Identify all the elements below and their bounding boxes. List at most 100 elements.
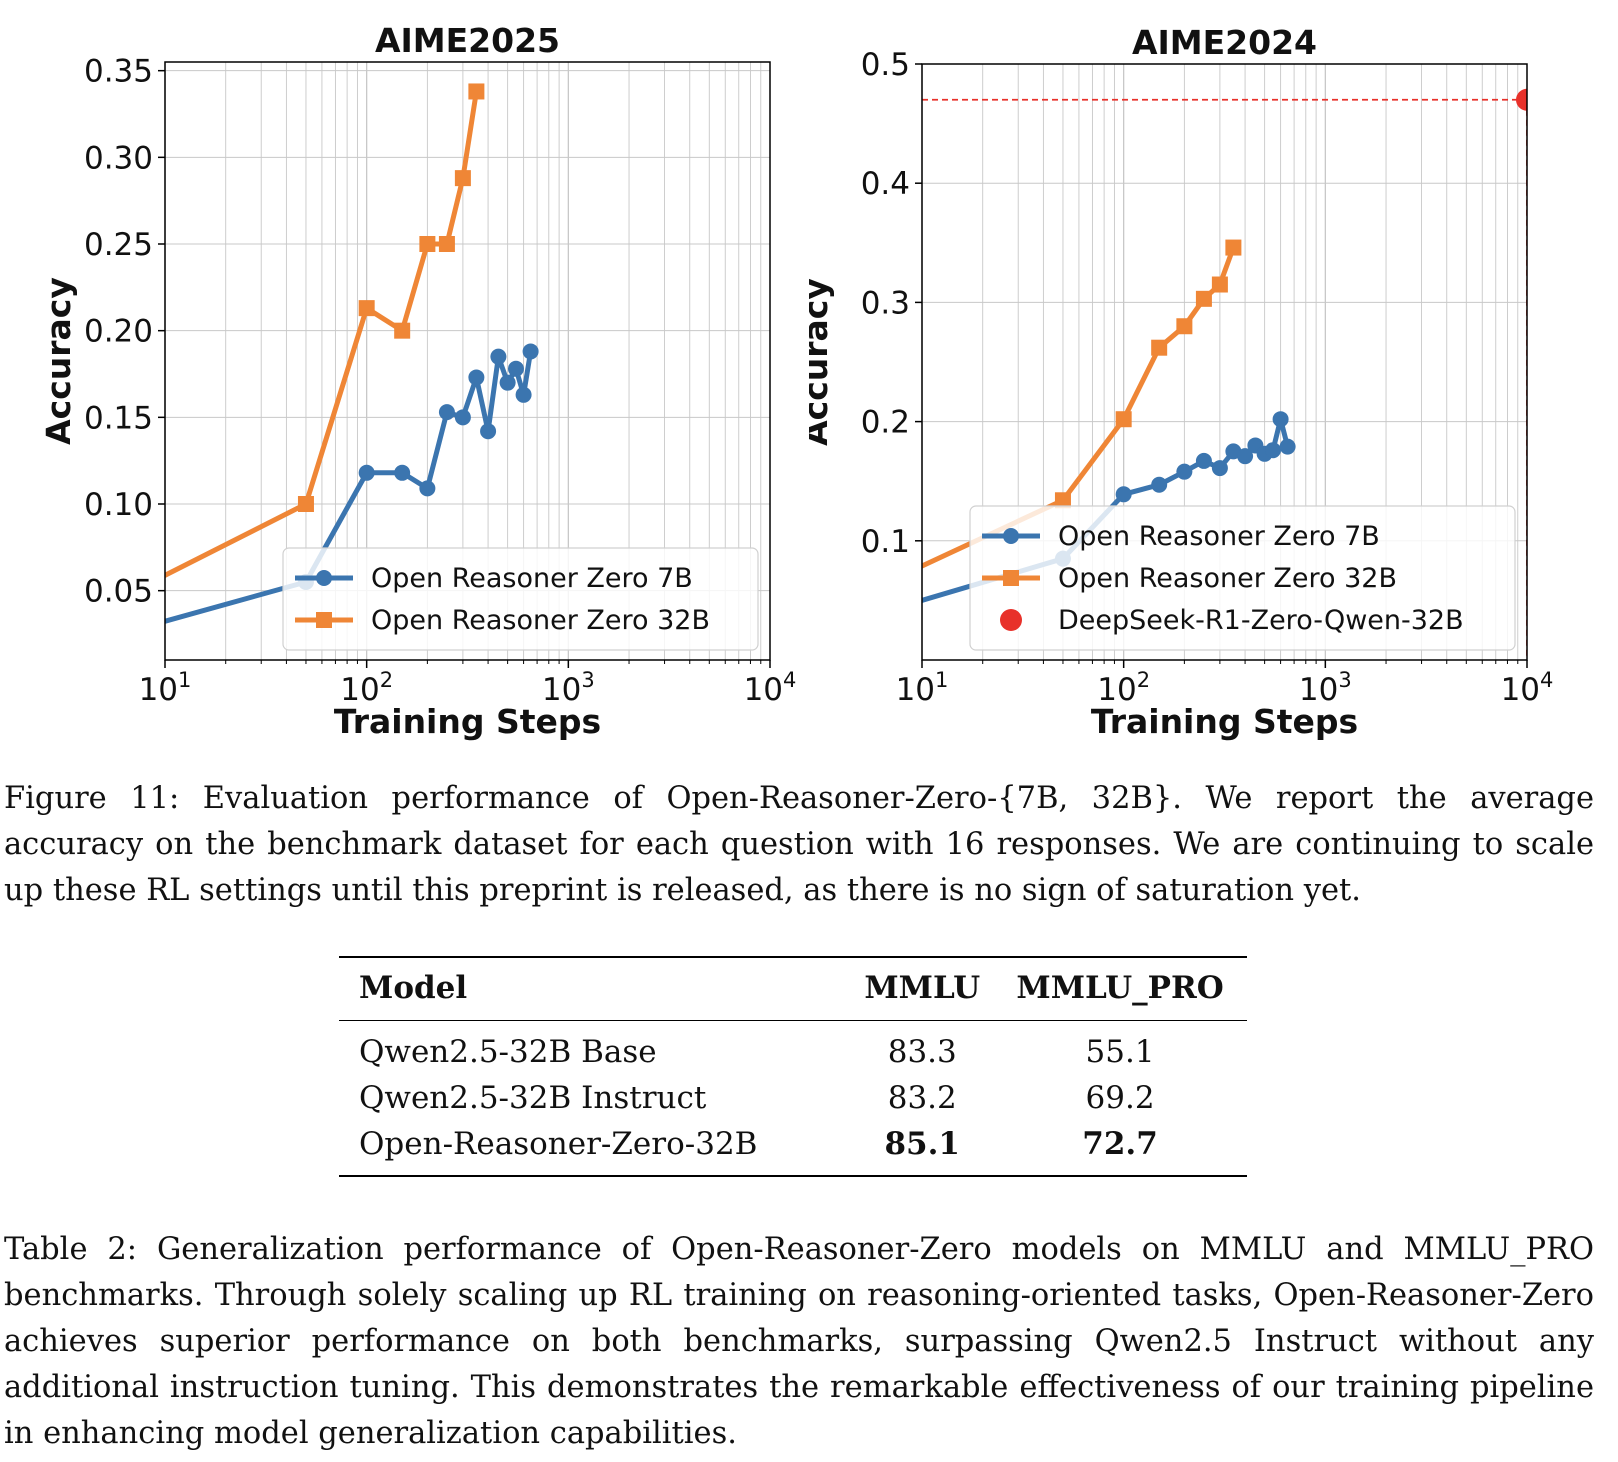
y-tick-label: 0.15: [84, 400, 153, 436]
legend-swatch-marker: [1003, 570, 1019, 586]
data-point: [1176, 318, 1193, 335]
plot-frame: [164, 61, 771, 661]
y-tick-label: 0.2: [861, 405, 910, 441]
data-point: [1279, 438, 1296, 455]
plot-area: [165, 83, 539, 624]
x-tick-label: 102: [340, 668, 393, 708]
cell-model: Open-Reasoner-Zero-32B: [339, 1121, 852, 1177]
legend: Open Reasoner Zero 7B Open Reasoner Zero …: [969, 505, 1516, 651]
legend-item: DeepSeek-R1-Zero-Qwen-32B: [1000, 605, 1464, 636]
cell-mmlu-pro: 69.2: [1085, 1080, 1155, 1116]
cell-mmlu: 83.2: [887, 1080, 957, 1116]
results-table: Model MMLU MMLU_PRO Qwen2.5-32B Base 83.…: [339, 956, 1247, 1177]
data-point: [419, 480, 436, 497]
cell-mmlu-pro: 55.1: [1085, 1034, 1155, 1070]
data-point: [1264, 442, 1281, 459]
data-point: [1151, 476, 1168, 493]
y-axis-label: Accuracy: [809, 278, 835, 446]
y-tick-label: 0.20: [84, 314, 153, 350]
legend-label: Open Reasoner Zero 7B: [371, 563, 693, 594]
data-point: [468, 83, 485, 100]
plot-area: [922, 88, 1527, 660]
table-row: Qwen2.5-32B Base 83.3 55.1: [339, 1021, 1247, 1076]
data-point: [297, 496, 314, 512]
legend-swatch-marker: [1003, 528, 1019, 544]
data-point: [507, 360, 524, 377]
y-tick-label: 0.3: [861, 285, 910, 321]
data-point: [394, 464, 411, 481]
data-point: [1195, 452, 1212, 469]
legend-label: DeepSeek-R1-Zero-Qwen-32B: [1058, 605, 1464, 636]
data-point: [454, 409, 471, 426]
chart-title: AIME2024: [1132, 23, 1317, 62]
cell-mmlu: 83.3: [887, 1034, 957, 1070]
x-tick-label: 102: [1097, 668, 1150, 708]
x-tick-label: 104: [1501, 668, 1554, 708]
table-caption: Table 2: Generalization performance of O…: [4, 1232, 1594, 1451]
col-header-model: Model: [339, 956, 852, 1021]
data-point: [1176, 463, 1193, 480]
legend-item: Open Reasoner Zero 7B: [982, 521, 1380, 552]
y-tick-label: 0.30: [84, 140, 153, 176]
series-line: [165, 91, 479, 579]
legend-label: Open Reasoner Zero 32B: [371, 605, 710, 636]
table-row: Qwen2.5-32B Instruct 83.2 69.2: [339, 1075, 1247, 1121]
data-point: [438, 404, 455, 421]
data-point: [468, 369, 485, 386]
y-tick-label: 0.25: [84, 227, 153, 263]
legend-item: Open Reasoner Zero 7B: [295, 563, 693, 594]
data-point: [1211, 276, 1228, 293]
data-point: [1115, 486, 1132, 503]
legend-label: Open Reasoner Zero 7B: [1058, 521, 1380, 552]
x-tick-label: 101: [896, 668, 949, 708]
legend-swatch-marker: [316, 570, 332, 586]
data-point: [394, 322, 411, 339]
data-point: [358, 300, 375, 317]
y-tick-label: 0.05: [84, 574, 153, 610]
y-tick-label: 0.4: [861, 166, 910, 202]
aime2025-chart: 0.05 0.10 0.15 0.20 0.25 0.30 0.35 101 102 103 104…: [39, 21, 797, 741]
y-axis-label: Accuracy: [39, 277, 78, 445]
chart-title: AIME2025: [375, 21, 560, 60]
table-header-row: Model MMLU MMLU_PRO: [339, 956, 1247, 1021]
plot-frame: [921, 63, 1528, 661]
y-tick-label: 0.35: [84, 54, 153, 90]
legend-swatch-marker: [1000, 609, 1022, 631]
data-point: [490, 348, 507, 365]
data-point: [480, 423, 497, 440]
data-point: [358, 464, 375, 481]
legend-swatch-marker: [316, 612, 332, 628]
data-point: [438, 236, 455, 252]
cell-mmlu-pro: 72.7: [993, 1121, 1247, 1177]
data-point: [1211, 460, 1228, 477]
legend-label: Open Reasoner Zero 32B: [1058, 563, 1397, 594]
data-point: [515, 386, 532, 403]
x-tick-label: 101: [139, 668, 192, 708]
legend-box: [282, 547, 759, 651]
y-tick-label: 0.5: [861, 47, 910, 83]
data-point: [1225, 239, 1242, 256]
x-tick-label: 103: [542, 668, 595, 708]
cell-model: Qwen2.5-32B Instruct: [359, 1080, 707, 1116]
col-header-mmlu-pro: MMLU_PRO: [993, 956, 1247, 1021]
x-axis-label: Training Steps: [334, 702, 601, 741]
figure-caption: Figure 11: Evaluation performance of Ope…: [4, 781, 1594, 908]
x-tick-label: 104: [744, 668, 797, 708]
data-point: [1115, 411, 1132, 428]
data-point: [1195, 290, 1212, 307]
data-point: [454, 170, 471, 187]
y-tick-label: 0.1: [861, 524, 910, 560]
cell-mmlu: 85.1: [851, 1121, 994, 1177]
data-point: [1054, 492, 1071, 509]
legend-item: Open Reasoner Zero 32B: [982, 563, 1397, 594]
legend: Open Reasoner Zero 7B Open Reasoner Zero …: [282, 547, 759, 651]
x-axis-label: Training Steps: [1091, 702, 1358, 741]
data-point: [1516, 88, 1527, 111]
col-header-mmlu: MMLU: [851, 956, 994, 1021]
cell-model: Qwen2.5-32B Base: [359, 1034, 657, 1070]
data-point: [1272, 411, 1289, 428]
data-point: [419, 236, 436, 252]
table-row: Open-Reasoner-Zero-32B 85.1 72.7: [339, 1121, 1247, 1177]
data-point: [499, 374, 516, 391]
x-tick-label: 103: [1299, 668, 1352, 708]
